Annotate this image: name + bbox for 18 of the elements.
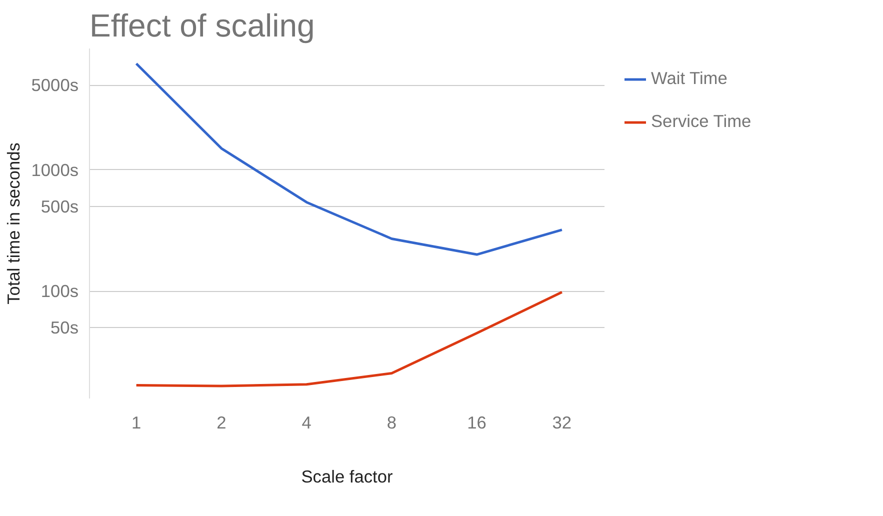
chart-title: Effect of scaling — [90, 8, 315, 44]
x-axis-title: Scale factor — [301, 466, 393, 486]
x-tick-label: 16 — [467, 412, 486, 432]
line-series — [135, 290, 564, 388]
y-axis-title: Total time in seconds — [3, 142, 24, 304]
legend-label: Wait Time — [651, 68, 728, 89]
y-tick-label: 100s — [40, 281, 79, 302]
line-series — [135, 62, 564, 256]
x-tick-label: 32 — [552, 412, 572, 432]
x-tick-label: 4 — [302, 412, 312, 432]
x-tick-label: 8 — [386, 412, 397, 432]
y-tick-label: 500s — [40, 196, 79, 216]
y-tick-label: 5000s — [31, 75, 79, 96]
y-tick-label: 50s — [50, 318, 79, 338]
x-tick-label: 2 — [216, 412, 226, 432]
legend-label: Service Time — [651, 111, 752, 132]
x-tick-label: 1 — [132, 412, 142, 432]
y-tick-label: 1000s — [31, 160, 79, 180]
